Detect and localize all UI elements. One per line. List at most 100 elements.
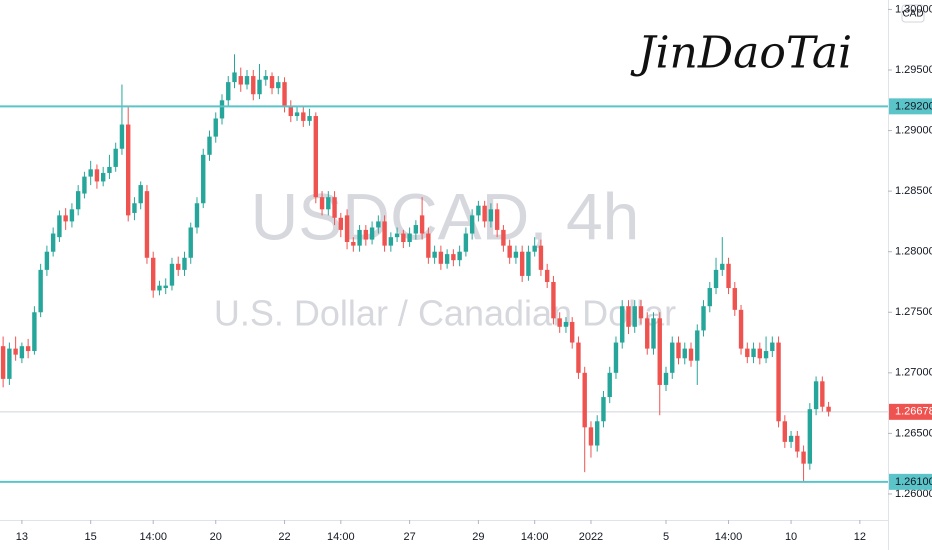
candle-body <box>682 348 687 359</box>
candle-body <box>513 251 519 258</box>
candle-body <box>50 233 56 252</box>
candle-body <box>244 76 250 85</box>
candle-body <box>438 251 444 264</box>
candle-body <box>701 306 706 331</box>
candle-body <box>613 342 619 373</box>
candle-body <box>382 221 387 246</box>
candle-body <box>620 306 625 343</box>
x-tick-label: 15 <box>85 531 97 543</box>
candle-body <box>7 348 12 379</box>
candle-body <box>782 421 788 442</box>
candle-body <box>788 435 794 442</box>
candle-body <box>75 191 81 210</box>
candle-body <box>745 348 750 358</box>
candle-body <box>119 124 125 149</box>
candle-body <box>32 312 37 352</box>
x-tick-label: 14:00 <box>715 531 743 543</box>
candle-body <box>182 257 187 270</box>
y-tick-label: 1.28000 <box>895 246 932 258</box>
level-label: 1.26100 <box>895 476 932 488</box>
watermark-title: USDCAD, 4h <box>251 179 640 253</box>
level-label-box <box>889 473 932 490</box>
candle-body <box>269 76 275 89</box>
candle-body <box>551 281 556 319</box>
candle-body <box>532 245 537 252</box>
last-price-box <box>889 403 932 420</box>
candle-body <box>338 217 344 230</box>
level-label-box <box>889 98 932 115</box>
candle-body <box>344 215 350 243</box>
candle-body <box>69 209 75 222</box>
candle-body <box>413 225 419 234</box>
candle-body <box>394 233 400 238</box>
candle-body <box>432 251 437 258</box>
candle-body <box>307 116 312 121</box>
candle-body <box>238 76 243 85</box>
candle-body <box>770 342 775 352</box>
candle-body <box>588 427 594 446</box>
candle-body <box>688 348 694 361</box>
candle-body <box>651 318 656 349</box>
candle-body <box>451 254 456 261</box>
candle-body <box>369 227 375 240</box>
x-tick-label: 14:00 <box>521 531 549 543</box>
x-tick-label: 2022 <box>579 531 603 543</box>
level-label: 1.29200 <box>895 100 932 112</box>
candle-body <box>82 176 87 194</box>
candle-body <box>326 197 331 210</box>
candle-body <box>176 263 181 270</box>
y-tick-label: 1.29000 <box>895 124 932 136</box>
candle-body <box>663 372 669 385</box>
candle-body <box>601 397 606 422</box>
x-tick-label: 12 <box>854 531 866 543</box>
candle-body <box>25 346 31 352</box>
candle-body <box>476 205 481 216</box>
candle-body <box>607 372 612 398</box>
candle-body <box>157 285 162 291</box>
candle-body <box>482 205 487 222</box>
candle-body <box>332 197 337 218</box>
candle-body <box>526 251 531 276</box>
plot <box>0 8 892 524</box>
candle-body <box>88 169 93 177</box>
candle-body <box>507 245 512 258</box>
candle-body <box>820 381 825 407</box>
candle-body <box>569 321 575 343</box>
candle-body <box>163 285 168 289</box>
candle-body <box>219 100 225 119</box>
candle-body <box>13 348 18 355</box>
candle-body <box>676 342 681 359</box>
currency[interactable]: CAD <box>902 9 923 20</box>
y-tick-label: 1.26500 <box>895 427 932 439</box>
candle-body <box>19 346 25 359</box>
candle-body <box>557 318 562 327</box>
last-price-label: 1.26678 <box>895 406 932 418</box>
candle-body <box>113 148 118 167</box>
candle-body <box>363 229 369 240</box>
candle-body <box>38 269 43 313</box>
candle-body <box>726 263 731 289</box>
y-tick-label: 1.29500 <box>895 64 932 76</box>
x-tick-label: 10 <box>785 531 797 543</box>
candle-body <box>626 306 631 327</box>
x-tick-label: 13 <box>16 531 28 543</box>
candle-body <box>645 318 650 349</box>
candle-body <box>144 191 150 258</box>
candle-body <box>138 185 143 204</box>
candle-body <box>0 346 6 379</box>
candle-body <box>638 306 644 319</box>
candle-body <box>357 229 362 246</box>
currency-box[interactable] <box>901 4 925 23</box>
candle-body <box>795 435 800 452</box>
candle-body <box>776 342 781 422</box>
candle-body <box>201 154 206 204</box>
signature: JinDaoTai <box>630 28 852 79</box>
candle-body <box>232 72 237 83</box>
candle-body <box>169 263 175 286</box>
candle-body <box>125 124 131 216</box>
candle-body <box>519 251 525 276</box>
candle-body <box>194 203 200 228</box>
y-tick-label: 1.26000 <box>895 488 932 500</box>
